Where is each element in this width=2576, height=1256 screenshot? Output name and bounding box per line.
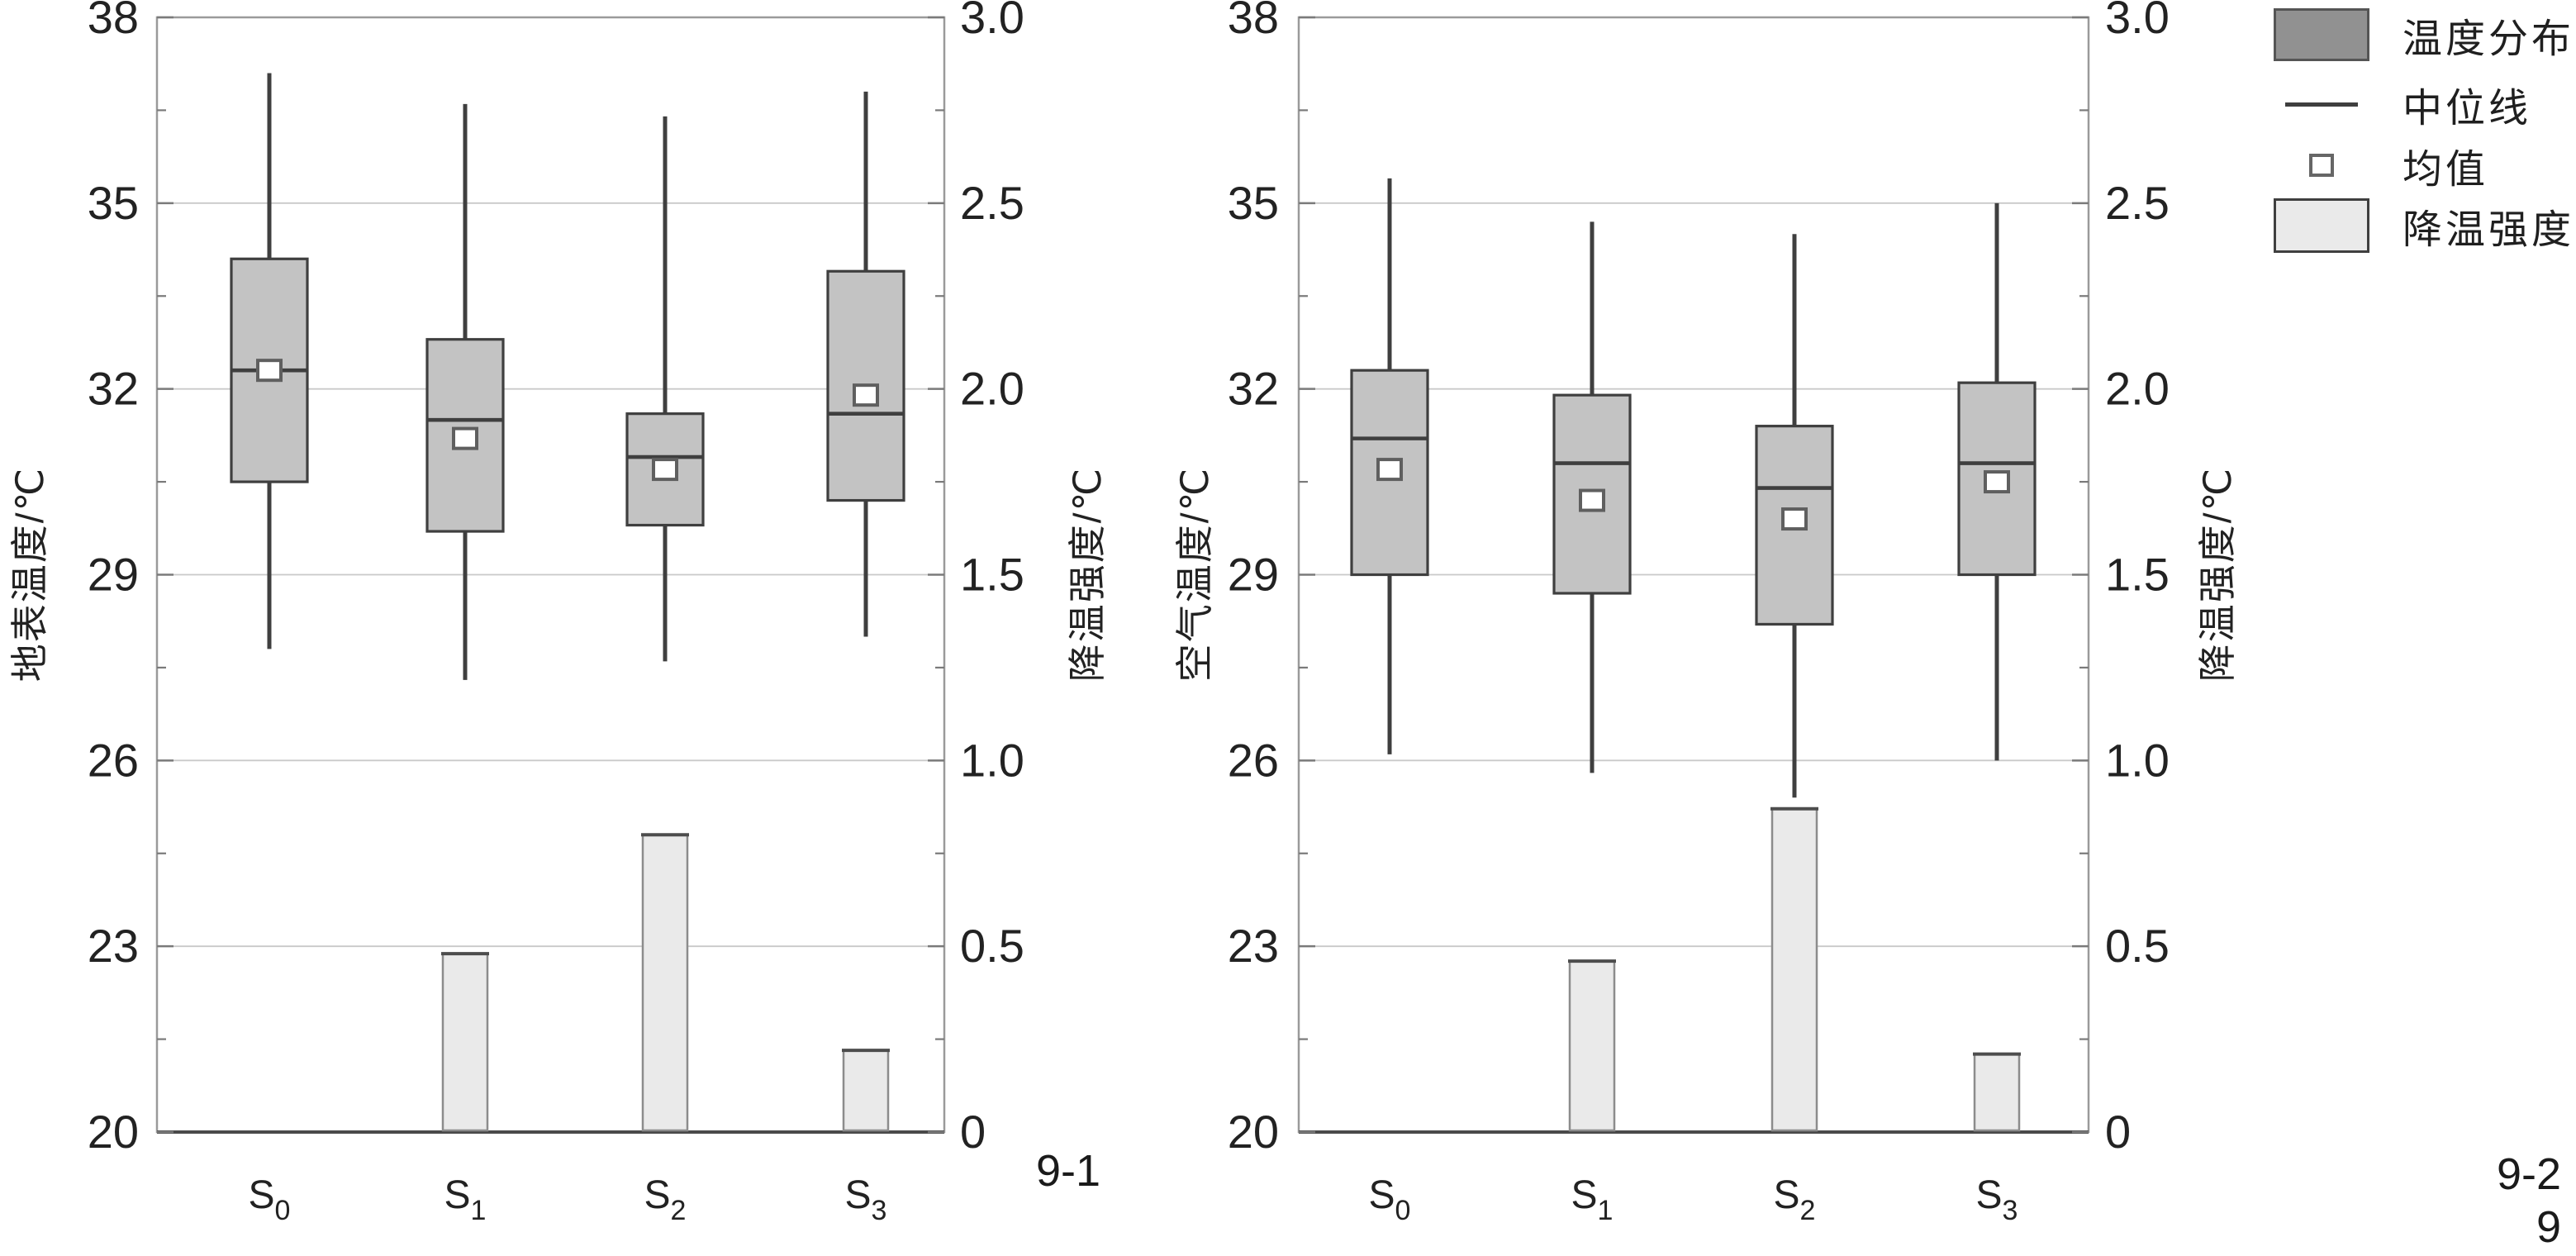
light-box-icon (2274, 198, 2369, 253)
mean-marker-s2 (1781, 507, 1808, 531)
y-right-tick-label: 2.0 (2105, 363, 2170, 415)
legend-label: 中位线 (2403, 87, 2532, 131)
y-right-tick-label: 2.0 (960, 363, 1024, 415)
x-category-label-s0: S0 (249, 1173, 291, 1226)
legend-item-median-line: 中位线 (2274, 78, 2531, 131)
mean-marker-s3 (853, 383, 879, 407)
y-left-tick-label: 35 (88, 177, 139, 229)
y-left-tick-label: 32 (1228, 363, 1279, 415)
mean-marker-s1 (1579, 488, 1605, 512)
y-left-tick-label: 23 (1228, 920, 1279, 972)
median-line-icon (2285, 102, 2358, 107)
cooling-intensity-bar-s3 (842, 1049, 890, 1132)
y-right-tick-label: 0.5 (2105, 920, 2170, 972)
y-right-tick-label: 2.5 (2105, 177, 2170, 229)
y-axis-title-air-temperature: 空气温度/℃ (1173, 467, 1216, 682)
mean-marker-s2 (652, 458, 678, 482)
y-right-tick-label: 1.0 (2105, 734, 2170, 786)
y-axis-title-cooling-intensity: 降温强度/℃ (2196, 467, 2239, 682)
y-right-tick-label: 0 (960, 1106, 986, 1158)
x-category-label-s0: S0 (1369, 1173, 1411, 1226)
dark-box-icon (2274, 8, 2369, 61)
y-right-tick-label: 1.0 (960, 734, 1024, 786)
mean-marker-s0 (256, 359, 283, 383)
x-category-label-s2: S2 (644, 1173, 687, 1226)
mean-marker-s1 (452, 426, 478, 450)
y-left-tick-label: 20 (1228, 1106, 1279, 1158)
y-left-tick-label: 32 (88, 363, 139, 415)
cooling-intensity-bar-s2 (641, 834, 689, 1132)
legend-label: 温度分布 (2403, 17, 2575, 61)
x-category-label-s1: S1 (444, 1173, 487, 1226)
y-left-tick-label: 38 (1228, 0, 1279, 43)
y-left-tick-label: 38 (88, 0, 139, 43)
y-left-tick-label: 26 (88, 734, 139, 786)
box-s3 (826, 269, 905, 502)
y-right-tick-label: 3.0 (2105, 0, 2170, 43)
subfigure-label-left: 9-1 (1035, 1146, 1101, 1196)
legend-label: 降温强度 (2403, 208, 2575, 252)
page-number: 9 (2536, 1202, 2561, 1252)
y-left-tick-label: 35 (1228, 177, 1279, 229)
y-right-tick-label: 1.5 (2105, 549, 2170, 601)
y-left-tick-label: 20 (88, 1106, 139, 1158)
x-category-label-s3: S3 (845, 1173, 887, 1226)
subfigure-label-right: 9-2 (2496, 1149, 2561, 1199)
cooling-intensity-bar-s1 (1568, 959, 1616, 1132)
right-chart: 20 23 26 29 32 35 38 0 0.5 1.0 1.5 2.0 2.5 3.0 S0 S1 S2 S… (1173, 0, 2239, 1226)
mean-marker-s3 (1984, 470, 2010, 494)
y-right-tick-label: 0 (2105, 1106, 2131, 1158)
y-right-tick-label: 1.5 (960, 549, 1024, 601)
x-category-label-s1: S1 (1571, 1173, 1614, 1226)
mean-square-icon (2309, 154, 2334, 177)
y-right-tick-label: 2.5 (960, 177, 1024, 229)
y-left-tick-label: 29 (88, 549, 139, 601)
y-right-tick-label: 3.0 (960, 0, 1024, 43)
x-category-label-s3: S3 (1976, 1173, 2018, 1226)
y-left-tick-label: 29 (1228, 549, 1279, 601)
legend-item-mean: 均值 (2274, 139, 2488, 192)
y-left-tick-label: 26 (1228, 734, 1279, 786)
legend-item-cooling-intensity: 降温强度 (2274, 198, 2574, 253)
cooling-intensity-bar-s2 (1770, 807, 1818, 1132)
mean-marker-s0 (1376, 458, 1403, 482)
cooling-intensity-bar-s1 (441, 952, 489, 1132)
legend: 温度分布 中位线 均值 降温强度 (2274, 7, 2571, 263)
y-axis-title-cooling-intensity: 降温强度/℃ (1066, 467, 1109, 682)
legend-item-temperature-distribution: 温度分布 (2274, 8, 2574, 61)
left-chart: 20 23 26 29 32 35 38 0 0.5 1.0 1.5 2.0 2.5 3.0 S0 S1 S2 S… (8, 0, 1109, 1226)
cooling-intensity-bar-s3 (1973, 1053, 2021, 1132)
legend-label: 均值 (2403, 148, 2489, 192)
x-category-label-s2: S2 (1774, 1173, 1816, 1226)
y-right-tick-label: 0.5 (960, 920, 1024, 972)
y-axis-title-surface-temperature: 地表温度/℃ (8, 467, 51, 682)
y-left-tick-label: 23 (88, 920, 139, 972)
